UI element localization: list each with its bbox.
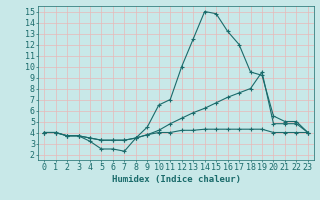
X-axis label: Humidex (Indice chaleur): Humidex (Indice chaleur) — [111, 175, 241, 184]
